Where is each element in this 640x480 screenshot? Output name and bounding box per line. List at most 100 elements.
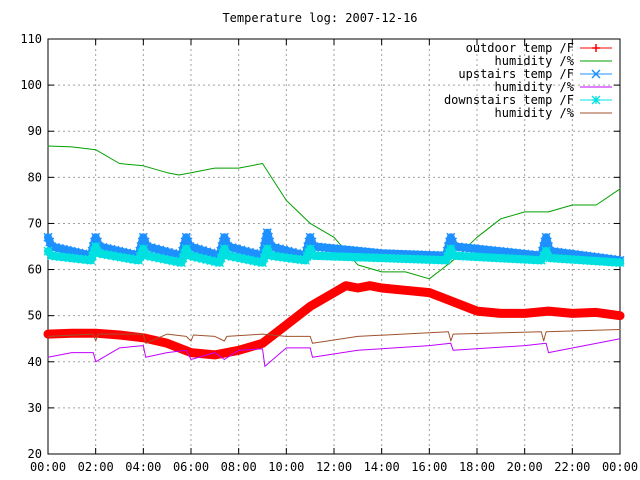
data-point [461, 302, 470, 311]
data-point [138, 232, 148, 242]
data-point [242, 343, 251, 352]
data-point [179, 345, 188, 354]
data-point [266, 251, 276, 261]
data-point [512, 254, 521, 264]
data-point [64, 253, 74, 263]
data-point [202, 255, 212, 265]
data-point [86, 255, 96, 265]
data-point [465, 303, 474, 312]
data-point [594, 256, 604, 266]
data-point [142, 251, 152, 261]
data-point [458, 251, 468, 261]
data-point [164, 255, 173, 265]
data-point [193, 253, 203, 263]
data-point [570, 255, 579, 265]
data-point [553, 254, 563, 264]
data-point [532, 255, 542, 265]
data-point [413, 254, 423, 264]
legend-label: upstairs temp /F [458, 67, 574, 81]
data-point [129, 255, 139, 265]
x-axis-ticks: 00:00 02:00 04:00 06:00 08:00 10:00 12:00 14:00… [30, 460, 638, 474]
data-point [441, 255, 451, 265]
data-point [561, 254, 571, 264]
legend-item: humidity /% [495, 80, 612, 94]
data-point [89, 246, 99, 256]
y-tick-label: 60 [28, 263, 42, 277]
x-tick-label: 12:00 [316, 460, 352, 474]
data-point [181, 244, 191, 254]
data-point [453, 299, 462, 308]
data-point [275, 252, 284, 262]
data-point [341, 281, 350, 290]
data-point [296, 255, 306, 265]
data-point [317, 251, 327, 261]
data-point [528, 255, 538, 265]
data-point [364, 253, 374, 263]
data-point [441, 294, 450, 303]
data-point [357, 283, 366, 292]
data-point [373, 283, 382, 292]
data-point [360, 252, 370, 262]
legend-label: humidity /% [495, 54, 575, 68]
data-point [491, 253, 501, 263]
data-point [355, 252, 365, 262]
data-point [88, 251, 97, 261]
data-point [279, 252, 289, 262]
data-point [218, 248, 228, 258]
data-point [524, 255, 534, 265]
data-point [300, 255, 310, 265]
data-point [347, 252, 357, 262]
data-point [163, 339, 172, 348]
data-point [409, 254, 419, 264]
data-point [250, 341, 259, 350]
data-point [175, 343, 184, 352]
data-point [91, 232, 101, 242]
data-point [171, 342, 180, 351]
data-point [405, 254, 415, 264]
data-point [565, 254, 575, 264]
data-point [309, 251, 319, 261]
series-0 [43, 281, 625, 360]
data-point [353, 284, 362, 292]
data-point [240, 254, 250, 264]
data-point [167, 340, 176, 349]
data-point [287, 254, 297, 264]
data-point [365, 281, 374, 290]
data-point [421, 255, 431, 265]
legend-item: downstairs temp /F [444, 93, 612, 107]
data-point [545, 253, 555, 263]
data-point [292, 254, 302, 264]
data-point [178, 253, 188, 263]
data-point [536, 255, 546, 265]
legend-item: upstairs temp /F [458, 67, 612, 81]
series-line [47, 329, 621, 344]
data-point [305, 232, 315, 242]
data-point [134, 255, 144, 265]
data-point [283, 253, 293, 263]
legend-item: humidity /% [495, 54, 612, 68]
data-point [397, 254, 407, 264]
data-point [478, 252, 488, 262]
x-tick-label: 20:00 [507, 460, 543, 474]
data-point [112, 252, 122, 261]
data-point [541, 246, 551, 256]
data-point [43, 232, 53, 242]
series-5 [47, 329, 621, 344]
data-point [592, 44, 600, 52]
data-point [135, 252, 145, 261]
data-point [245, 255, 255, 265]
data-point [55, 252, 65, 262]
data-point [51, 251, 61, 261]
y-tick-label: 80 [28, 170, 42, 184]
data-point [322, 251, 331, 261]
data-point [73, 254, 83, 264]
series-4 [43, 242, 625, 268]
data-point [591, 69, 601, 79]
x-tick-label: 02:00 [78, 460, 114, 474]
data-point [218, 349, 227, 358]
y-tick-label: 50 [28, 309, 42, 323]
x-tick-label: 00:00 [602, 460, 638, 474]
x-tick-label: 08:00 [221, 460, 257, 474]
data-point [222, 348, 231, 357]
data-point [590, 256, 600, 266]
